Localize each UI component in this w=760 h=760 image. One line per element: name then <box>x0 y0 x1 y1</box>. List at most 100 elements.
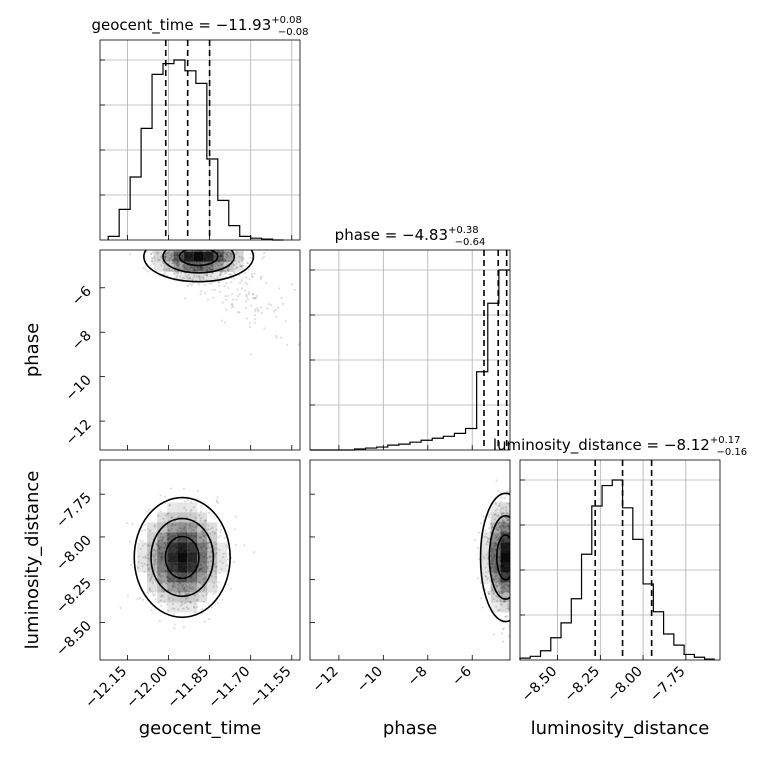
sample-point <box>496 528 499 532</box>
sample-point <box>196 598 199 601</box>
sample-point <box>514 547 516 549</box>
sample-point <box>514 552 516 554</box>
sample-point <box>166 252 169 255</box>
sample-point <box>515 512 517 514</box>
sample-point <box>186 600 189 603</box>
sample-point <box>148 588 151 591</box>
sample-point <box>254 318 257 321</box>
sample-point <box>518 532 520 534</box>
sample-point <box>494 527 497 530</box>
sample-point <box>250 272 254 276</box>
sample-point <box>201 573 204 576</box>
sample-point <box>143 528 146 532</box>
sample-point <box>253 272 256 275</box>
sample-point <box>164 520 167 523</box>
sample-point <box>148 567 151 570</box>
sample-point <box>189 510 192 513</box>
sample-point <box>223 244 225 246</box>
sample-point <box>243 271 247 274</box>
sample-point <box>498 524 501 527</box>
sample-point <box>144 542 147 545</box>
sample-point <box>193 274 196 277</box>
sample-point <box>514 549 516 551</box>
density-cell <box>177 532 188 543</box>
sample-point <box>202 535 205 538</box>
sample-point <box>286 343 289 347</box>
sample-point <box>196 524 199 527</box>
sample-point <box>498 521 501 524</box>
sample-point <box>198 581 201 584</box>
sample-point <box>190 244 192 246</box>
sample-point <box>178 590 181 594</box>
sample-point <box>166 582 169 585</box>
sample-point <box>175 528 178 532</box>
sample-point <box>178 592 181 595</box>
density-cell <box>157 562 168 573</box>
sample-point <box>182 625 185 628</box>
sample-point <box>512 548 514 550</box>
sample-point <box>208 242 210 244</box>
sample-point <box>194 241 196 243</box>
sample-point <box>498 592 501 595</box>
sample-point <box>168 250 171 253</box>
sample-point <box>189 587 192 591</box>
sample-point <box>263 251 266 255</box>
density-contour <box>164 535 200 580</box>
sample-point <box>511 595 513 597</box>
sample-point <box>514 532 516 534</box>
sample-point <box>511 582 513 584</box>
sample-point <box>502 627 505 630</box>
sample-point <box>492 633 495 636</box>
sample-point <box>497 524 501 527</box>
density-cell <box>167 542 178 553</box>
sample-point <box>176 265 179 268</box>
sample-point <box>482 555 485 558</box>
sample-point <box>514 550 516 552</box>
sample-point <box>170 246 172 248</box>
density-cell <box>167 592 178 603</box>
sample-point <box>211 247 213 249</box>
sample-point <box>206 567 209 570</box>
density-cell <box>207 532 218 543</box>
scatter-panel-geocent_time-luminosity_distance <box>99 459 301 661</box>
sample-point <box>171 258 174 261</box>
sample-point <box>200 247 202 249</box>
sample-point <box>227 250 230 254</box>
sample-point <box>214 591 217 594</box>
sample-point <box>512 551 514 553</box>
sample-point <box>172 241 174 243</box>
sample-point <box>147 508 151 511</box>
sample-point <box>194 526 197 529</box>
sample-point <box>507 490 510 493</box>
density-cell <box>167 562 178 573</box>
sample-point <box>484 536 488 539</box>
sample-point <box>214 262 217 265</box>
sample-point <box>512 566 514 568</box>
sample-point <box>202 600 205 603</box>
sample-point <box>510 554 512 556</box>
sample-point <box>183 589 186 592</box>
sample-point <box>220 246 222 248</box>
sample-point <box>223 321 226 324</box>
sample-point <box>217 245 219 247</box>
sample-point <box>512 565 514 567</box>
title-plus: +0.17 <box>710 435 741 446</box>
sample-point <box>515 520 517 522</box>
sample-point <box>220 271 223 274</box>
sample-point <box>514 552 516 554</box>
sample-point <box>260 275 263 278</box>
sample-point <box>221 250 225 252</box>
density-cell <box>500 502 510 513</box>
sample-point <box>183 241 185 243</box>
sample-point <box>230 255 233 258</box>
sample-point <box>184 593 188 596</box>
sample-point <box>515 528 517 530</box>
sample-point <box>223 272 227 275</box>
sample-point <box>162 517 165 520</box>
sample-point <box>141 244 143 246</box>
panel-content <box>119 487 256 630</box>
sample-point <box>191 277 195 280</box>
sample-point <box>505 519 508 522</box>
sample-point <box>486 537 489 540</box>
sample-point <box>185 244 187 246</box>
